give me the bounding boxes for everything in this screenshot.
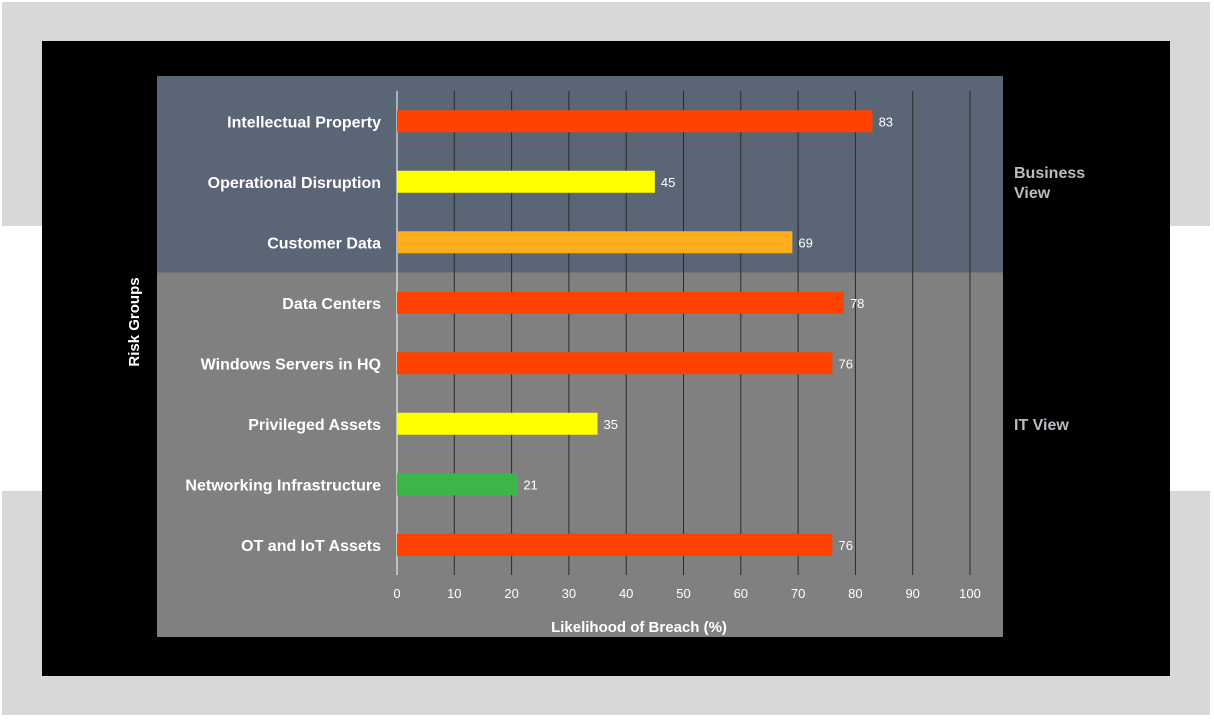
value-label: 35 xyxy=(604,417,618,432)
bar xyxy=(397,533,833,556)
bar xyxy=(397,110,873,133)
value-label: 69 xyxy=(798,235,812,250)
x-tick-label: 40 xyxy=(619,586,633,601)
category-label: Customer Data xyxy=(267,235,381,252)
category-label: Operational Disruption xyxy=(208,175,381,192)
x-tick-label: 0 xyxy=(393,586,400,601)
bar xyxy=(397,170,655,193)
x-tick-label: 10 xyxy=(447,586,461,601)
bar xyxy=(397,291,844,314)
x-tick-label: 60 xyxy=(734,586,748,601)
value-label: 78 xyxy=(850,296,864,311)
bar xyxy=(397,352,833,375)
group-label: IT View xyxy=(1014,417,1069,434)
bar xyxy=(397,473,518,496)
bar xyxy=(397,231,793,254)
category-label: OT and IoT Assets xyxy=(241,538,381,555)
x-tick-label: 70 xyxy=(791,586,805,601)
x-tick-label: 50 xyxy=(676,586,690,601)
value-label: 21 xyxy=(523,477,537,492)
x-tick-label: 90 xyxy=(905,586,919,601)
x-tick-label: 100 xyxy=(959,586,981,601)
x-tick-labels: 0 10 20 30 40 50 60 70 80 90 100 xyxy=(393,586,980,601)
group-labels: Business View IT View xyxy=(1014,165,1085,434)
category-label: Privileged Assets xyxy=(248,417,381,434)
category-label: Networking Infrastructure xyxy=(185,477,381,494)
bars xyxy=(397,110,873,556)
group-background xyxy=(157,272,1003,637)
value-label: 45 xyxy=(661,175,675,190)
category-label: Intellectual Property xyxy=(227,114,381,131)
bar xyxy=(397,412,598,435)
x-tick-label: 20 xyxy=(504,586,518,601)
x-tick-label: 80 xyxy=(848,586,862,601)
group-label: Business View xyxy=(1014,165,1085,202)
x-axis-title: Likelihood of Breach (%) xyxy=(551,619,727,636)
category-labels: Intellectual Property Operational Disrupt… xyxy=(185,114,381,555)
category-label: Windows Servers in HQ xyxy=(201,356,381,373)
value-label: 76 xyxy=(838,538,852,553)
group-backgrounds xyxy=(157,76,1003,637)
value-labels: 83 45 69 78 76 35 21 76 xyxy=(523,114,893,553)
value-label: 83 xyxy=(879,114,893,129)
y-axis-title: Risk Groups xyxy=(126,277,143,366)
value-label: 76 xyxy=(838,356,852,371)
category-label: Data Centers xyxy=(282,296,381,313)
x-tick-label: 30 xyxy=(562,586,576,601)
